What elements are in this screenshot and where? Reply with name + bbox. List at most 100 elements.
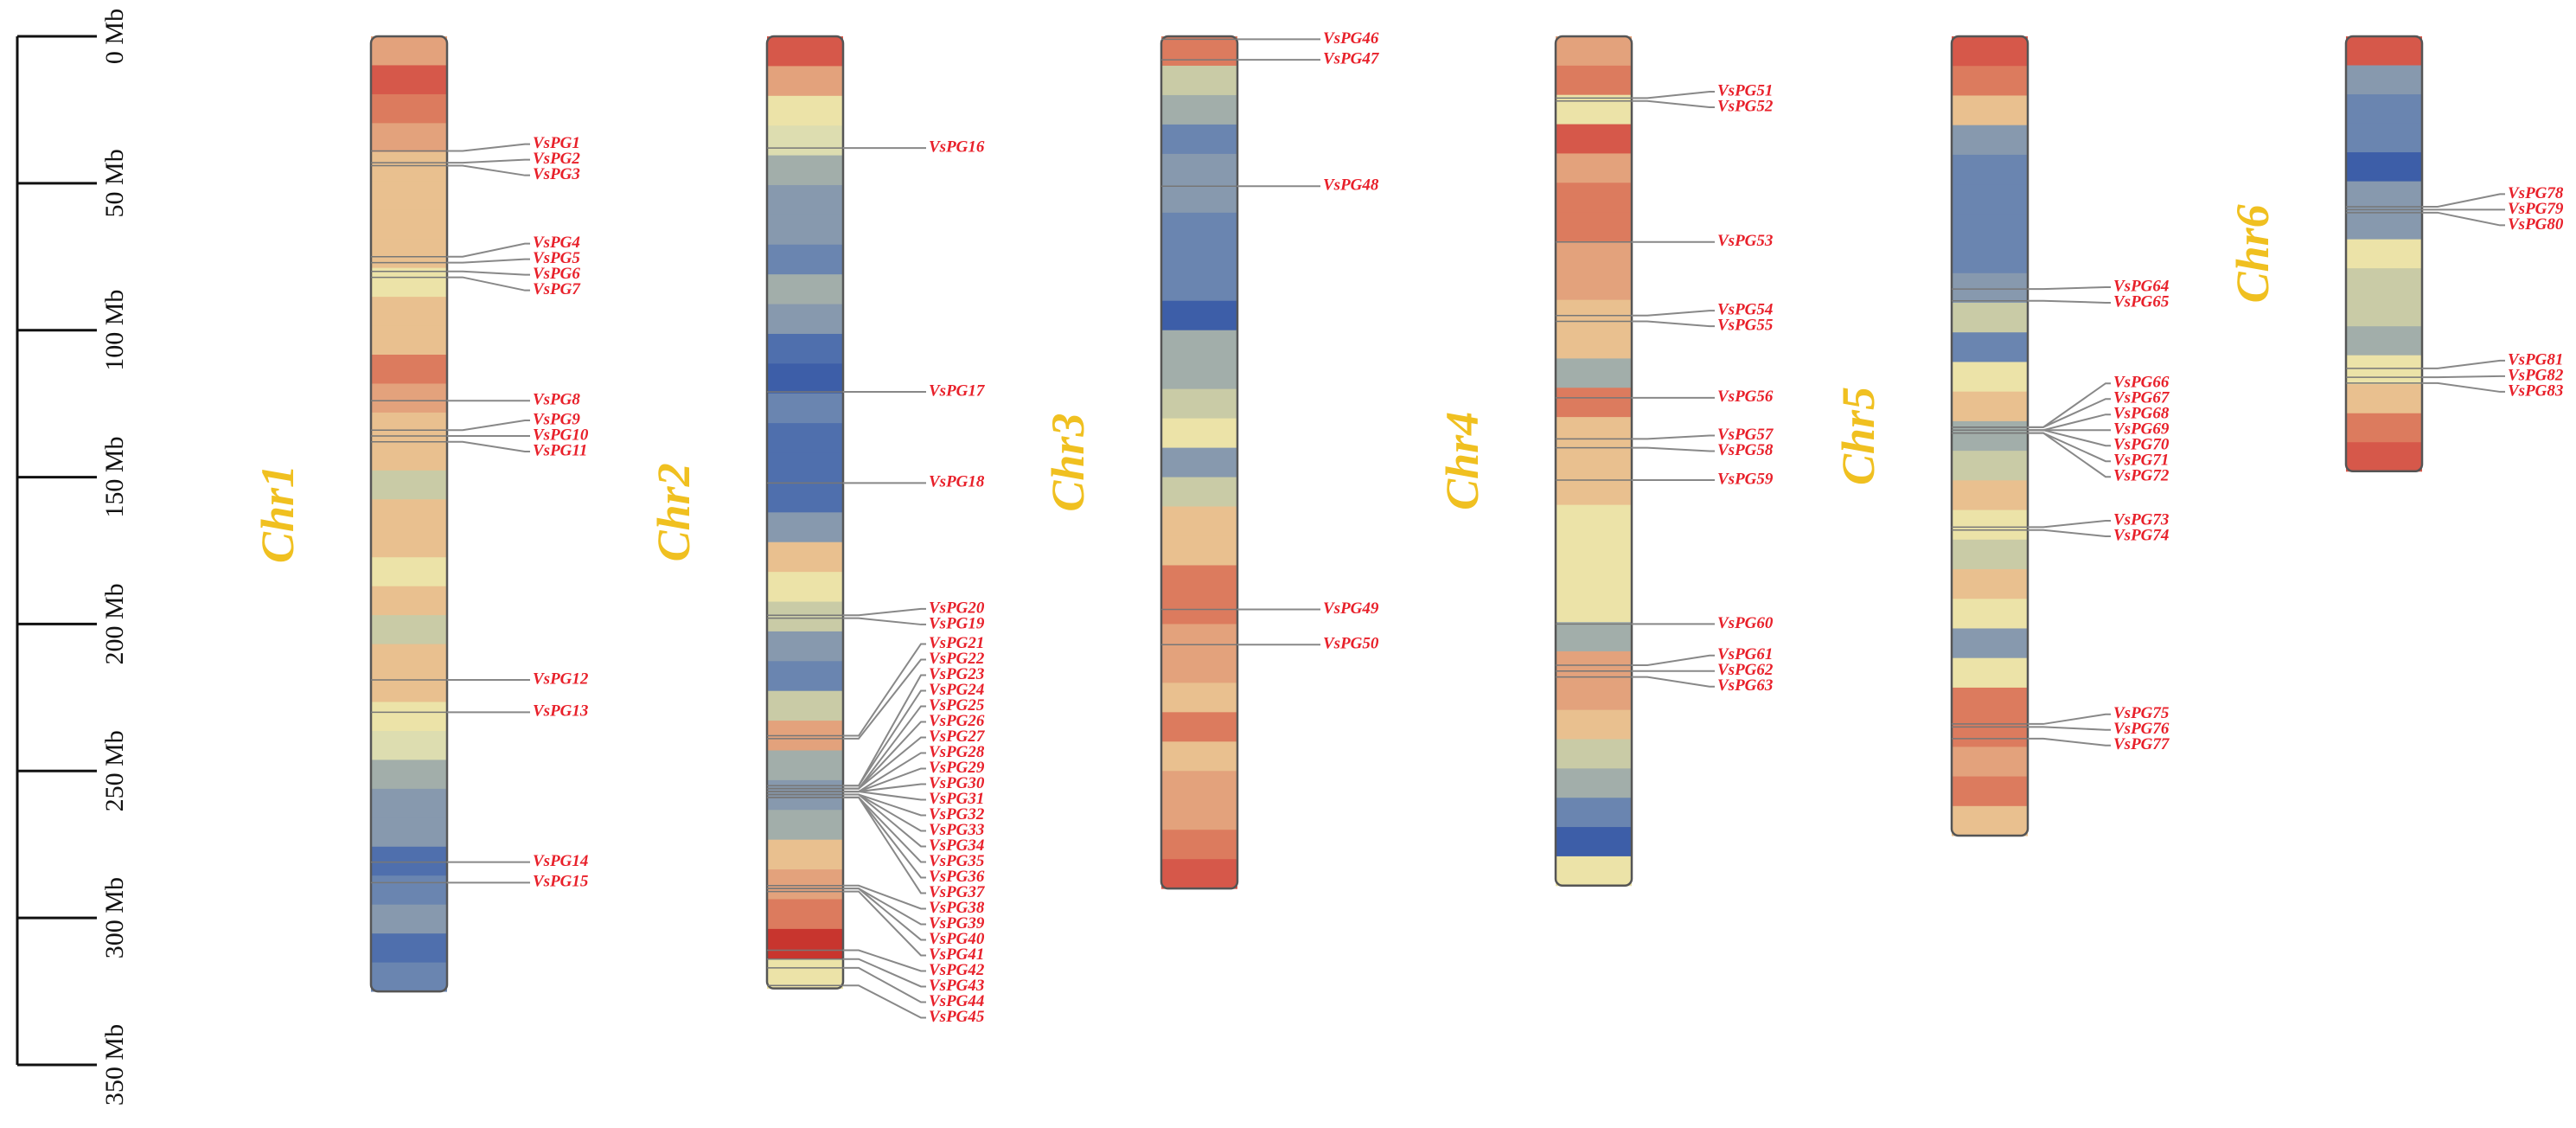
- gene-label: VsPG7: [533, 280, 581, 298]
- connector: [2028, 429, 2111, 447]
- density-band: [371, 817, 447, 848]
- density-band: [371, 644, 447, 674]
- density-band: [371, 325, 447, 356]
- density-band: [767, 839, 843, 870]
- density-band: [371, 846, 447, 876]
- connector: [843, 984, 926, 1019]
- gene-label: VsPG60: [1717, 614, 1774, 632]
- density-band: [2346, 94, 2422, 125]
- gene-label: VsPG21: [929, 634, 984, 652]
- connector: [1632, 676, 1715, 688]
- density-band: [767, 304, 843, 335]
- density-band: [1952, 272, 2028, 304]
- connector: [843, 617, 926, 625]
- density-band: [1556, 651, 1632, 682]
- density-band: [1556, 358, 1632, 388]
- density-band: [767, 244, 843, 275]
- density-band: [371, 470, 447, 500]
- density-band: [767, 36, 843, 67]
- gene-label: VsPG80: [2508, 215, 2564, 234]
- density-band: [2346, 123, 2422, 153]
- density-band: [767, 899, 843, 930]
- chromosome-name: Chr1: [252, 465, 304, 563]
- gene-label: VsPG82: [2508, 366, 2564, 384]
- density-band: [767, 333, 843, 364]
- gene-label: VsPG50: [1323, 635, 1379, 653]
- gene-label: VsPG29: [929, 759, 985, 777]
- chromosome: [2344, 35, 2424, 473]
- connector: [447, 270, 530, 276]
- density-band: [1556, 65, 1632, 96]
- density-band: [1952, 95, 2028, 126]
- density-band: [767, 928, 843, 959]
- density-band: [2346, 297, 2422, 327]
- density-band: [371, 499, 447, 529]
- connector: [843, 966, 926, 1003]
- density-band: [1161, 683, 1237, 713]
- density-band: [2346, 65, 2422, 95]
- density-band: [371, 615, 447, 645]
- density-band: [1161, 565, 1237, 595]
- connector: [843, 958, 926, 988]
- density-band: [2346, 326, 2422, 356]
- gene-label: VsPG75: [2113, 704, 2170, 722]
- chromosome: [1554, 35, 1633, 888]
- density-band: [1161, 741, 1237, 772]
- gene-label: VsPG16: [929, 138, 985, 156]
- connector: [447, 420, 530, 432]
- density-band: [1161, 65, 1237, 96]
- density-band: [1161, 771, 1237, 801]
- density-band: [1161, 153, 1237, 184]
- chromosome-name: Chr4: [1436, 412, 1488, 510]
- gene-label: VsPG32: [929, 805, 985, 824]
- tick-label: 150 Mb: [100, 436, 129, 517]
- density-band: [767, 810, 843, 841]
- density-band: [2346, 355, 2422, 385]
- gene-label: VsPG35: [929, 852, 985, 870]
- gene-label: VsPG74: [2113, 526, 2169, 544]
- density-band: [1556, 388, 1632, 418]
- connector: [447, 143, 530, 152]
- connector: [2028, 713, 2111, 725]
- gene-label: VsPG71: [2113, 452, 2169, 470]
- density-band: [767, 631, 843, 662]
- connector: [1632, 320, 1715, 328]
- density-band: [1556, 445, 1632, 477]
- gene-label: VsPG14: [533, 852, 588, 870]
- gene-label: VsPG27: [929, 727, 986, 746]
- density-band: [1952, 480, 2028, 511]
- connector: [2422, 359, 2505, 369]
- density-band: [2346, 181, 2422, 211]
- gene-label: VsPG56: [1717, 388, 1774, 406]
- density-band: [1161, 653, 1237, 683]
- density-band: [1161, 36, 1237, 67]
- connector: [843, 607, 926, 617]
- gene-label: VsPG40: [929, 930, 985, 948]
- gene-label: VsPG58: [1717, 441, 1774, 459]
- gene-label: VsPG67: [2113, 389, 2170, 407]
- density-band: [1556, 504, 1632, 535]
- density-band: [767, 95, 843, 126]
- connector: [843, 736, 926, 790]
- density-band: [371, 933, 447, 964]
- density-band: [371, 441, 447, 471]
- density-band: [1556, 329, 1632, 359]
- connector: [447, 242, 530, 258]
- density-band: [1161, 212, 1237, 243]
- density-band: [1161, 859, 1237, 889]
- connector: [1632, 654, 1715, 666]
- connector: [2028, 726, 2111, 731]
- density-band: [767, 423, 843, 454]
- gene-label: VsPG73: [2113, 510, 2169, 529]
- density-band: [767, 958, 843, 990]
- tick-label: 250 Mb: [100, 730, 129, 811]
- density-band: [767, 482, 843, 513]
- density-band: [2346, 413, 2422, 443]
- density-band: [1952, 687, 2028, 718]
- tick-label: 300 Mb: [100, 877, 129, 958]
- gene-label: VsPG15: [533, 873, 589, 891]
- gene-label: VsPG22: [929, 650, 985, 668]
- density-band: [1952, 362, 2028, 393]
- density-band: [371, 788, 447, 818]
- gene-label: VsPG45: [929, 1008, 985, 1026]
